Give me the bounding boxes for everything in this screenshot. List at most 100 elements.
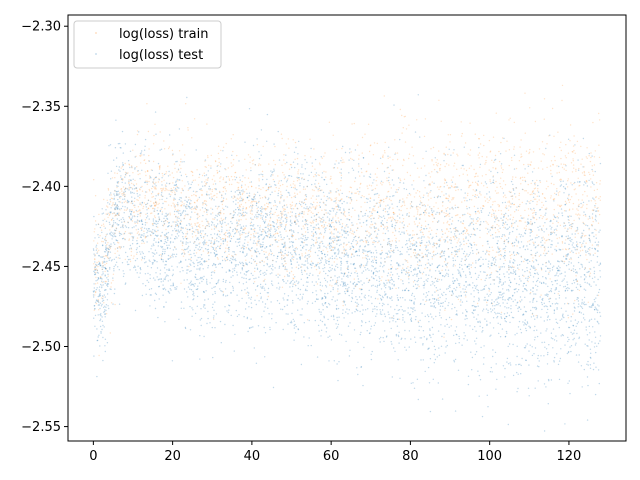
scatter-point (128, 186, 130, 188)
scatter-point (389, 288, 391, 290)
scatter-point (389, 240, 391, 243)
scatter-point (93, 287, 96, 289)
scatter-point (145, 206, 147, 208)
scatter-point (309, 138, 311, 140)
scatter-point (302, 293, 304, 295)
scatter-point (231, 255, 233, 257)
scatter-point (139, 189, 141, 191)
scatter-point (176, 178, 178, 180)
scatter-point (107, 202, 109, 204)
scatter-point (321, 225, 323, 227)
scatter-point (266, 264, 269, 266)
scatter-point (108, 257, 110, 260)
scatter-point (124, 194, 126, 196)
scatter-point (146, 170, 149, 172)
scatter-point (455, 228, 457, 231)
scatter-point (118, 224, 120, 226)
scatter-point (368, 193, 370, 195)
scatter-point (312, 239, 315, 242)
scatter-point (259, 207, 262, 209)
scatter-point (404, 115, 406, 118)
scatter-point (208, 164, 210, 166)
scatter-point (436, 266, 439, 269)
scatter-point (240, 247, 243, 249)
scatter-point (477, 289, 480, 292)
scatter-point (250, 326, 252, 329)
scatter-point (318, 195, 320, 197)
scatter-point (543, 246, 546, 248)
scatter-point (101, 240, 103, 243)
scatter-point (260, 296, 262, 298)
scatter-point (265, 183, 267, 186)
scatter-point (159, 165, 161, 167)
scatter-point (547, 267, 549, 269)
scatter-point (531, 260, 534, 262)
scatter-point (477, 251, 480, 253)
scatter-point (101, 262, 104, 265)
scatter-point (334, 253, 336, 255)
scatter-point (439, 272, 442, 274)
scatter-point (510, 206, 512, 208)
scatter-point (550, 305, 552, 307)
scatter-point (286, 206, 288, 208)
scatter-point (442, 294, 444, 297)
scatter-point (227, 167, 229, 169)
scatter-point (256, 240, 259, 242)
scatter-point (224, 239, 227, 241)
scatter-point (332, 221, 334, 224)
scatter-point (110, 302, 113, 304)
scatter-point (399, 179, 402, 182)
scatter-point (348, 214, 350, 216)
scatter-point (513, 146, 515, 148)
scatter-point (412, 180, 415, 182)
scatter-point (441, 229, 443, 231)
scatter-point (387, 279, 389, 281)
scatter-point (517, 209, 519, 211)
scatter-point (532, 241, 534, 243)
scatter-point (334, 275, 336, 277)
scatter-point (236, 189, 238, 192)
scatter-point (271, 236, 273, 238)
scatter-point (508, 201, 511, 203)
scatter-point (447, 275, 450, 277)
scatter-point (116, 185, 118, 187)
scatter-point (335, 229, 337, 231)
scatter-point (134, 204, 136, 206)
scatter-point (146, 222, 148, 224)
scatter-point (384, 141, 386, 144)
scatter-point (456, 334, 458, 336)
scatter-point (139, 194, 141, 196)
scatter-point (445, 146, 447, 148)
scatter-point (312, 222, 314, 224)
scatter-point (220, 217, 222, 219)
scatter-point (439, 256, 441, 258)
scatter-point (96, 251, 99, 253)
scatter-point (575, 244, 578, 246)
scatter-point (293, 256, 295, 258)
scatter-point (149, 190, 151, 192)
scatter-point (355, 192, 357, 194)
scatter-point (477, 276, 479, 278)
scatter-point (258, 187, 260, 190)
scatter-point (146, 212, 148, 215)
scatter-point (325, 286, 328, 288)
scatter-point (404, 259, 406, 261)
scatter-point (213, 242, 215, 244)
scatter-point (431, 160, 433, 162)
scatter-point (253, 277, 255, 280)
scatter-point (101, 281, 104, 284)
scatter-point (389, 184, 391, 186)
scatter-point (516, 391, 518, 393)
scatter-point (213, 242, 216, 244)
scatter-point (388, 217, 390, 219)
scatter-point (366, 264, 368, 266)
scatter-point (98, 277, 100, 279)
scatter-point (464, 192, 466, 194)
scatter-point (160, 194, 163, 196)
scatter-point (560, 208, 563, 210)
scatter-point (518, 198, 520, 201)
scatter-point (154, 292, 157, 294)
scatter-point (443, 239, 445, 241)
scatter-point (193, 118, 196, 120)
scatter-point (527, 214, 530, 217)
